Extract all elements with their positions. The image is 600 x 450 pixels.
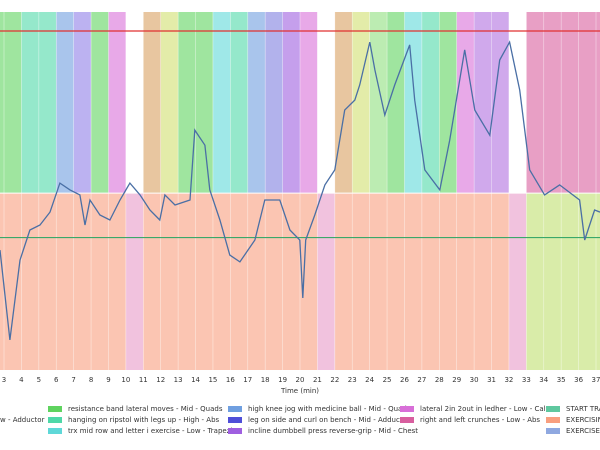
x-tick-label: 4 xyxy=(19,376,24,384)
upper-band xyxy=(317,12,335,194)
upper-band xyxy=(143,12,161,194)
x-tick-label: 7 xyxy=(71,376,75,384)
legend-swatch xyxy=(546,406,560,412)
x-tick-label: 10 xyxy=(121,376,130,384)
upper-band xyxy=(387,12,405,194)
lower-band xyxy=(508,193,527,370)
legend-swatch xyxy=(48,428,62,434)
legend-label: resistance band lateral moves - Mid - Qu… xyxy=(68,405,223,413)
upper-band xyxy=(300,12,318,194)
x-tick-label: 8 xyxy=(89,376,93,384)
legend-swatch xyxy=(400,406,414,412)
legend-swatch xyxy=(546,428,560,434)
x-axis-label: Time (min) xyxy=(280,387,319,395)
x-tick-label: 5 xyxy=(37,376,41,384)
upper-band xyxy=(125,12,144,194)
x-tick-label: 28 xyxy=(435,376,444,384)
x-tick-label: 29 xyxy=(452,376,461,384)
legend-label: w - Adductor xyxy=(0,416,45,424)
x-tick-label: 26 xyxy=(400,376,409,384)
upper-band xyxy=(334,12,353,194)
legend-label: hanging on ripstol with legs up - High -… xyxy=(68,416,220,424)
upper-band xyxy=(421,12,440,194)
x-tick-label: 14 xyxy=(191,376,200,384)
x-tick-label: 6 xyxy=(54,376,59,384)
legend-swatch xyxy=(48,406,62,412)
x-tick-label: 15 xyxy=(208,376,217,384)
legend-label: lateral 2in 2out in ledher - Low - Calve… xyxy=(420,405,558,413)
x-tick-label: 37 xyxy=(592,376,600,384)
x-tick-label: 16 xyxy=(226,376,235,384)
upper-band xyxy=(91,12,109,194)
legend-label: leg on side and curl on bench - Mid - Ad… xyxy=(248,416,410,424)
upper-band xyxy=(230,12,248,194)
x-tick-label: 35 xyxy=(557,376,566,384)
lower-band xyxy=(317,193,335,370)
x-tick-label: 23 xyxy=(348,376,357,384)
x-tick-label: 25 xyxy=(383,376,392,384)
x-tick-label: 33 xyxy=(522,376,531,384)
legend-label: EXERCISE F xyxy=(566,427,600,435)
upper-band xyxy=(456,12,475,194)
x-tick-label: 27 xyxy=(417,376,426,384)
x-tick-label: 17 xyxy=(243,376,252,384)
upper-band xyxy=(369,12,388,194)
upper-band xyxy=(56,12,74,194)
x-tick-label: 31 xyxy=(487,376,496,384)
legend-swatch xyxy=(228,428,242,434)
x-tick-label: 19 xyxy=(278,376,287,384)
legend-label: incline dumbbell press reverse-grip - Mi… xyxy=(248,427,418,435)
x-tick-label: 20 xyxy=(296,376,305,384)
x-tick-label: 18 xyxy=(261,376,270,384)
legend-label: trx mid row and letter i exercise - Low … xyxy=(68,427,241,435)
legend-label: EXERCISIN xyxy=(566,416,600,424)
legend-swatch xyxy=(48,417,62,423)
x-tick-label: 9 xyxy=(106,376,110,384)
lower-band xyxy=(125,193,144,370)
legend-label: right and left crunches - Low - Abs xyxy=(420,416,540,424)
legend-swatch xyxy=(400,417,414,423)
x-tick-label: 22 xyxy=(330,376,339,384)
legend-swatch xyxy=(228,417,242,423)
x-tick-label: 3 xyxy=(2,376,6,384)
x-tick-label: 36 xyxy=(574,376,583,384)
upper-band xyxy=(160,12,179,194)
upper-band xyxy=(508,12,527,194)
lower-band xyxy=(0,193,126,370)
x-tick-label: 32 xyxy=(504,376,513,384)
x-tick-label: 12 xyxy=(156,376,165,384)
upper-band xyxy=(73,12,92,194)
data-line xyxy=(0,40,600,340)
upper-band xyxy=(404,12,422,194)
upper-band xyxy=(0,12,22,194)
x-tick-label: 30 xyxy=(470,376,479,384)
x-tick-label: 34 xyxy=(539,376,548,384)
legend-label: START TRAI xyxy=(566,405,600,413)
upper-band xyxy=(265,12,283,194)
upper-band xyxy=(352,12,370,194)
legend-swatch xyxy=(228,406,242,412)
x-tick-label: 13 xyxy=(174,376,183,384)
upper-band xyxy=(247,12,266,194)
legend-label: high knee jog with medicine ball - Mid -… xyxy=(248,405,411,413)
upper-band xyxy=(526,12,600,194)
upper-band xyxy=(108,12,126,194)
upper-band xyxy=(212,12,231,194)
x-tick-label: 11 xyxy=(139,376,148,384)
x-tick-label: 21 xyxy=(313,376,322,384)
upper-band xyxy=(282,12,300,194)
upper-band xyxy=(439,12,457,194)
x-tick-label: 24 xyxy=(365,376,374,384)
legend-swatch xyxy=(546,417,560,423)
lower-band xyxy=(526,193,600,370)
